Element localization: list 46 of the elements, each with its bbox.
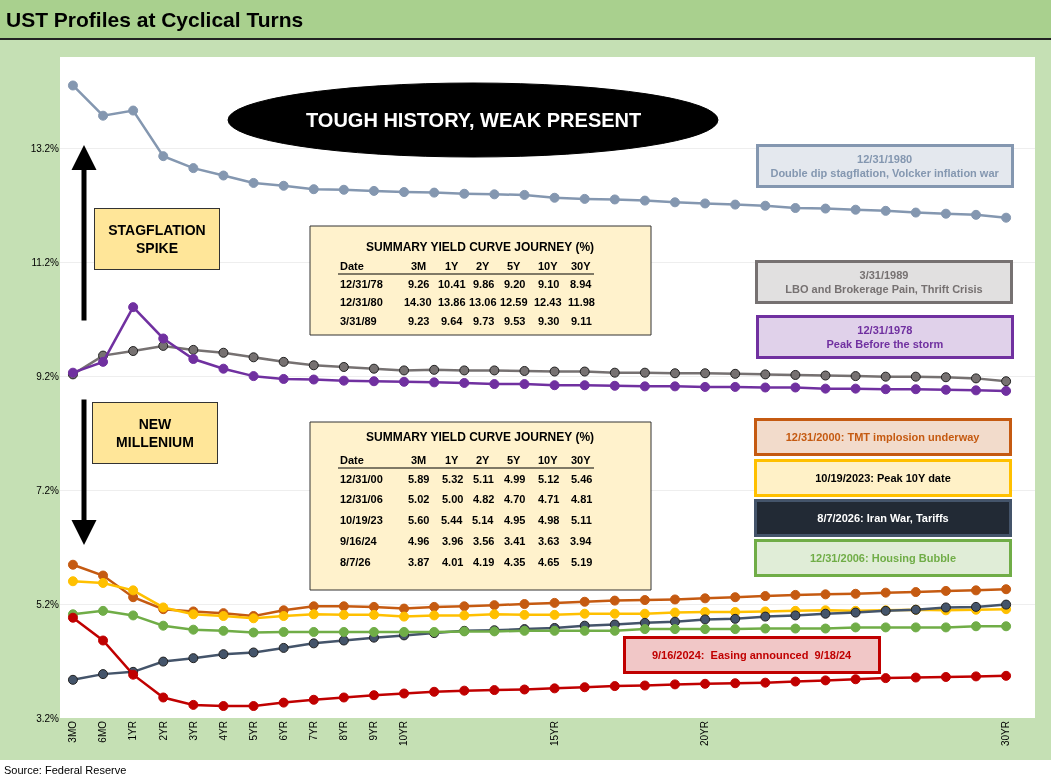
text: Date 3M 1Y 2Y 5Y 10Y 30Y bbox=[340, 454, 591, 466]
annotation: NEW MILLENIUM bbox=[116, 415, 194, 451]
x-tick-label: 10YR bbox=[398, 721, 410, 747]
x-tick-label: 3YR bbox=[187, 721, 199, 741]
series-label: 9/16/2024: Easing announced 9/18/24 bbox=[651, 649, 853, 661]
text: 8/7/26 3.87 4.01 4.19 4.35 4.65 5.19 bbox=[340, 556, 593, 568]
y-tick-label: 5.2% bbox=[36, 598, 60, 610]
text: 12/31/2006: Housing Bubble bbox=[809, 552, 957, 564]
text: 10/19/23 5.60 5.44 5.14 4.95 4.98 5.11 bbox=[340, 514, 592, 526]
y-tick-label: 11.2% bbox=[31, 256, 60, 268]
source-note: Source: Federal Reserve bbox=[3, 763, 128, 778]
x-tick-label: 4YR bbox=[217, 721, 229, 741]
text: 3/31/89 9.23 9.64 9.73 9.53 9.30 9.11 bbox=[340, 315, 592, 327]
x-tick-label: 15YR bbox=[548, 721, 560, 747]
annotation: SUMMARY YIELD CURVE JOURNEY (%) bbox=[366, 430, 595, 444]
y-tick-label: 13.2% bbox=[30, 142, 60, 154]
text: 12/31/00 5.89 5.32 5.11 4.99 5.12 5.46 bbox=[340, 473, 593, 485]
x-tick-label: 3MO bbox=[67, 720, 79, 743]
x-tick-label: 30YR bbox=[1000, 721, 1012, 747]
x-tick-label: 1YR bbox=[127, 721, 139, 741]
text: 9/16/24 4.96 3.96 3.56 3.41 3.63 3.94 bbox=[340, 535, 592, 547]
text: 3/31/1989 LBO and Brokerage Pain, Thrift Crisis bbox=[785, 268, 983, 296]
text: 12/31/78 9.26 10.41 9.86 9.20 9.10 8.94 bbox=[340, 278, 592, 290]
text: 10/19/2023: Peak 10Y date bbox=[815, 472, 951, 484]
x-tick-label: 20YR bbox=[699, 721, 711, 747]
text: Date 3M 1Y 2Y 5Y 10Y 30Y bbox=[340, 260, 591, 272]
x-tick-label: 5YR bbox=[247, 721, 259, 741]
text: 12/31/06 5.02 5.00 4.82 4.70 4.71 4.81 bbox=[340, 493, 593, 505]
x-tick-label: 6MO bbox=[97, 720, 109, 743]
text: 12/31/1978 Peak Before the storm bbox=[826, 323, 944, 351]
x-tick-label: 6YR bbox=[277, 721, 289, 741]
text: 8/7/2026: Iran War, Tariffs bbox=[817, 512, 949, 524]
x-tick-label: 2YR bbox=[157, 721, 169, 741]
y-tick-label: 7.2% bbox=[36, 484, 60, 496]
y-tick-label: 9.2% bbox=[36, 370, 60, 382]
annotation: STAGFLATION SPIKE bbox=[108, 221, 206, 257]
text: 12/31/80 14.30 13.86 13.06 12.59 12.43 11.98 bbox=[340, 296, 595, 308]
x-tick-label: 8YR bbox=[338, 721, 350, 741]
x-tick-label: 7YR bbox=[308, 721, 320, 741]
chart-title: UST Profiles at Cyclical Turns bbox=[5, 7, 304, 32]
annotation: SUMMARY YIELD CURVE JOURNEY (%) bbox=[366, 240, 595, 254]
x-tick-label: 9YR bbox=[368, 721, 380, 741]
text: 12/31/2000: TMT implosion underway bbox=[785, 431, 981, 443]
text: 12/31/1980 Double dip stagflation, Volcker inflation war bbox=[770, 152, 1000, 180]
y-tick-label: 3.2% bbox=[36, 712, 60, 724]
annotation: TOUGH HISTORY, WEAK PRESENT bbox=[306, 109, 642, 131]
